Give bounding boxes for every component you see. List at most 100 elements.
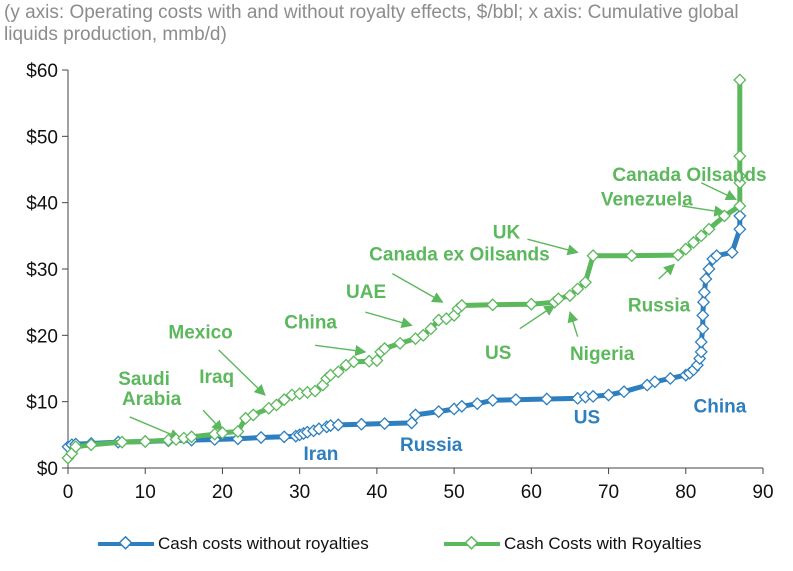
data-point bbox=[138, 434, 152, 449]
annotation-label: Iran bbox=[304, 444, 339, 465]
data-point bbox=[269, 398, 284, 412]
legend: Cash costs without royalties Cash Costs … bbox=[0, 534, 793, 560]
annotation-label: Russia bbox=[628, 295, 691, 316]
data-point bbox=[696, 322, 710, 336]
data-point bbox=[586, 249, 600, 263]
data-point bbox=[246, 408, 260, 422]
legend-swatch-blue bbox=[98, 535, 154, 550]
annotation-arrows bbox=[129, 182, 737, 440]
data-point bbox=[671, 248, 685, 262]
annotation-arrow bbox=[129, 416, 182, 440]
annotation-arrow bbox=[365, 311, 413, 328]
data-point bbox=[416, 328, 430, 342]
x-tick-label: 10 bbox=[135, 482, 156, 503]
annotation-arrow bbox=[681, 205, 726, 217]
data-point bbox=[84, 438, 98, 452]
annotation-label: China bbox=[284, 313, 337, 334]
annotation-label: Arabia bbox=[122, 389, 182, 410]
annotation-label: US bbox=[485, 343, 511, 364]
data-point bbox=[717, 209, 731, 223]
data-point bbox=[378, 342, 392, 356]
data-point bbox=[331, 418, 345, 432]
annotation-arrow bbox=[700, 182, 737, 201]
data-point bbox=[725, 245, 739, 259]
annotation-label: Saudi bbox=[118, 369, 170, 390]
data-point bbox=[578, 390, 592, 404]
annotation-arrow bbox=[202, 409, 224, 432]
x-tick-label: 60 bbox=[521, 482, 542, 503]
annotation-arrow bbox=[218, 349, 266, 396]
data-point bbox=[697, 285, 711, 299]
data-point bbox=[331, 365, 345, 379]
x-tick-label: 90 bbox=[752, 482, 773, 503]
data-point bbox=[378, 416, 392, 431]
data-point bbox=[432, 405, 446, 419]
annotation-arrow bbox=[658, 263, 676, 280]
data-point bbox=[696, 295, 711, 309]
data-point bbox=[571, 282, 585, 296]
legend-label-without-royalties: Cash costs without royalties bbox=[158, 534, 369, 553]
chart-subtitle: (y axis: Operating costs with and withou… bbox=[4, 2, 739, 45]
data-point bbox=[424, 322, 438, 336]
x-tick-label: 50 bbox=[444, 482, 465, 503]
data-point bbox=[586, 389, 600, 403]
y-tick-label: $60 bbox=[26, 61, 58, 82]
y-tick-label: $30 bbox=[26, 260, 58, 281]
data-point bbox=[362, 354, 376, 368]
x-tick-label: 40 bbox=[366, 482, 387, 503]
annotation-label: China bbox=[694, 396, 747, 417]
legend-swatch-green bbox=[444, 535, 500, 550]
data-point bbox=[161, 433, 175, 447]
data-point bbox=[702, 262, 716, 276]
data-point bbox=[540, 392, 554, 406]
data-point bbox=[115, 435, 129, 449]
data-point bbox=[486, 298, 500, 312]
data-point bbox=[578, 275, 592, 289]
annotation-label: Russia bbox=[400, 435, 463, 456]
annotation-arrow bbox=[527, 238, 579, 256]
data-point bbox=[686, 235, 701, 250]
data-point bbox=[486, 393, 500, 407]
data-point bbox=[551, 292, 565, 306]
annotation-label: Iraq bbox=[199, 367, 234, 388]
y-tick-label: $10 bbox=[26, 393, 58, 414]
data-point bbox=[733, 169, 747, 183]
data-point bbox=[470, 397, 484, 411]
data-point bbox=[702, 222, 716, 236]
annotation-label: Venezuela bbox=[601, 189, 693, 210]
legend-item-with-royalties: Cash Costs with Royalties bbox=[444, 534, 701, 554]
y-tick-label: $20 bbox=[26, 326, 58, 347]
data-point bbox=[663, 371, 677, 386]
data-point bbox=[563, 288, 577, 303]
data-point bbox=[277, 430, 291, 444]
annotation-arrow bbox=[519, 304, 556, 330]
data-point bbox=[509, 393, 523, 407]
data-point bbox=[455, 298, 469, 313]
data-point bbox=[617, 385, 631, 399]
data-point bbox=[733, 199, 747, 213]
annotation-label: US bbox=[574, 408, 600, 429]
annotation-label: Nigeria bbox=[570, 344, 635, 365]
data-point bbox=[694, 335, 708, 349]
annotation-arrow bbox=[391, 273, 444, 303]
data-point bbox=[455, 399, 469, 413]
series-line bbox=[66, 215, 743, 450]
data-point bbox=[710, 249, 724, 263]
annotation-label: UAE bbox=[346, 282, 386, 303]
legend-label-with-royalties: Cash Costs with Royalties bbox=[504, 534, 702, 553]
annotation-arrow bbox=[567, 311, 579, 337]
axes: $0 $10 $20 $30 $40 $50 $60 0 10 20 30 40 50 60 70 80 90 bbox=[26, 61, 773, 503]
data-point bbox=[347, 355, 361, 369]
data-point bbox=[733, 209, 747, 223]
data-point bbox=[323, 418, 338, 433]
annotation-arrow bbox=[315, 344, 367, 357]
data-point bbox=[231, 432, 245, 446]
annotation-label: Canada ex Oilsands bbox=[369, 244, 550, 265]
series-with-royalties bbox=[61, 73, 747, 465]
data-point bbox=[694, 229, 708, 243]
data-point bbox=[699, 272, 713, 286]
annotation-label: Mexico bbox=[168, 323, 232, 344]
y-tick-label: $40 bbox=[26, 194, 58, 215]
